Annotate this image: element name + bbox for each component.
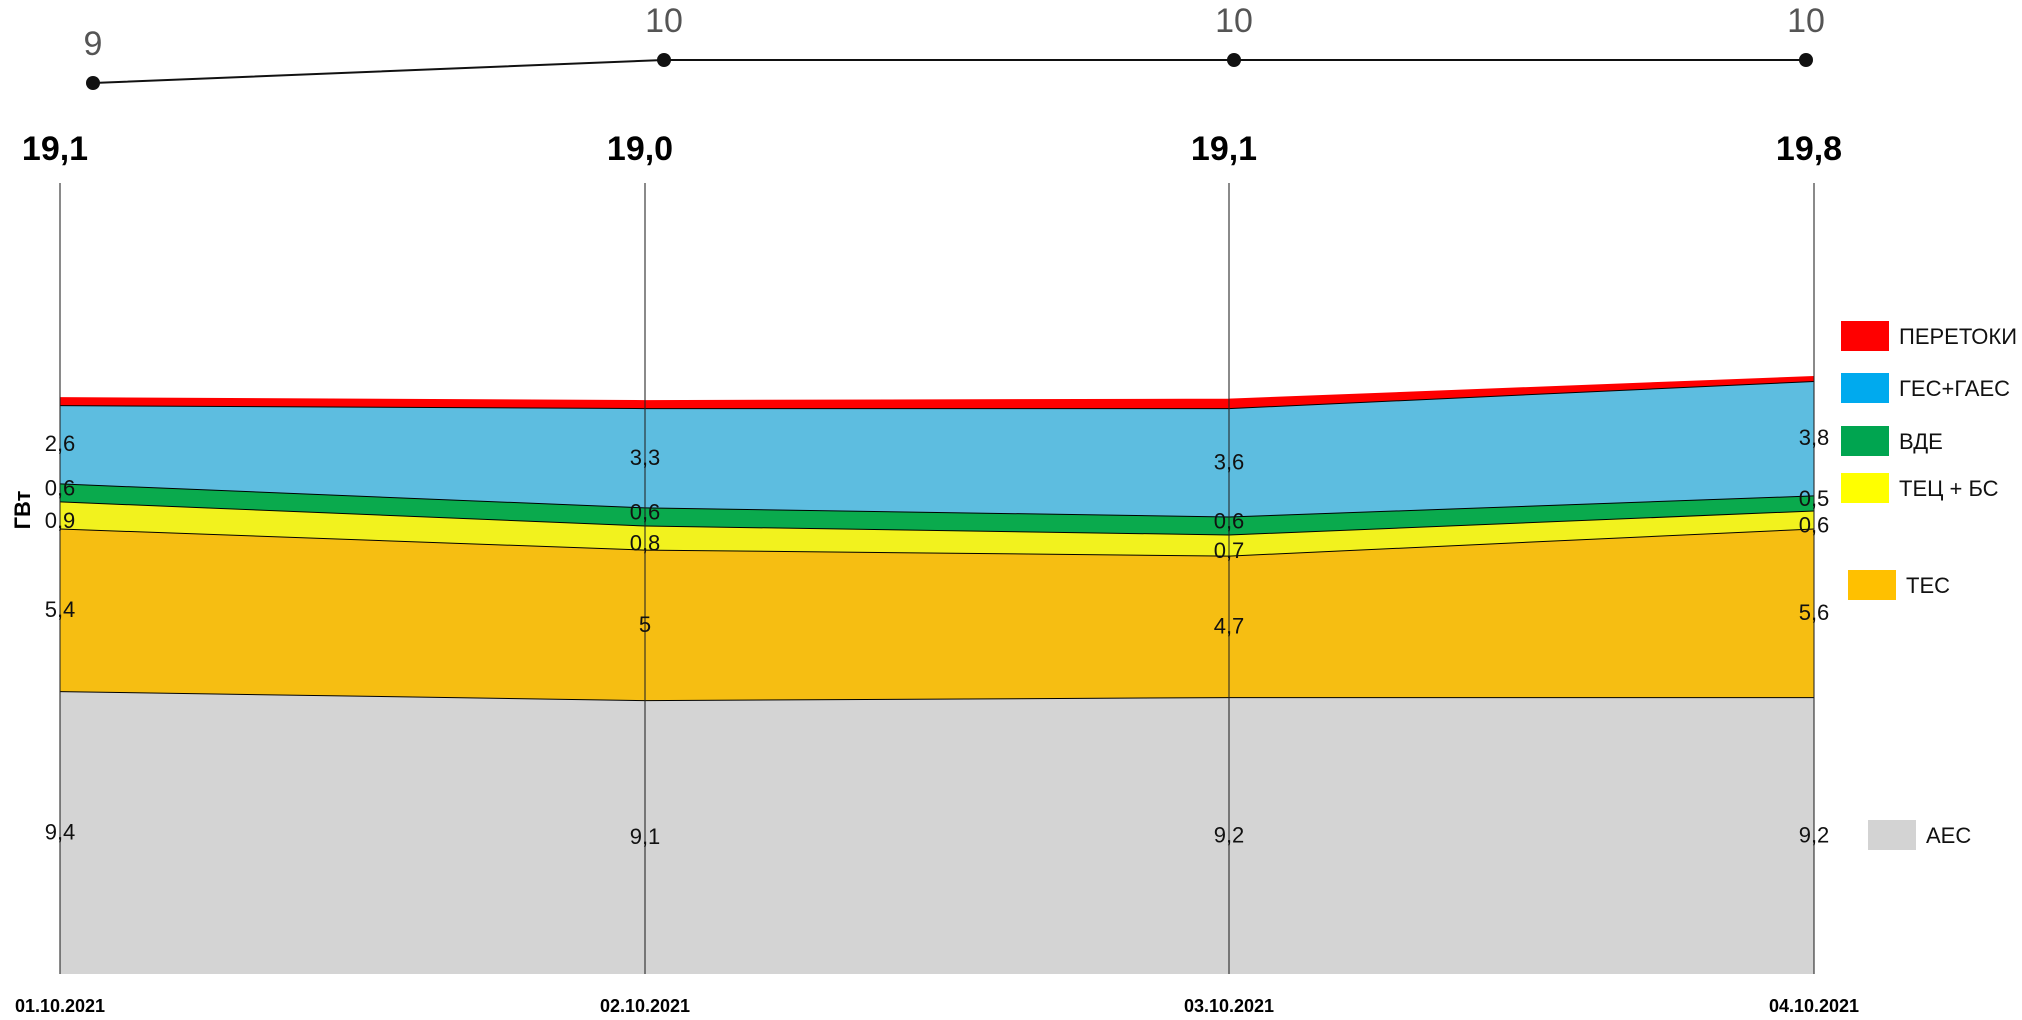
legend-label: АЕС <box>1926 823 1971 848</box>
legend-swatch <box>1841 373 1889 403</box>
top-line-label: 10 <box>1787 2 1825 40</box>
category-gridlines <box>59 183 1815 974</box>
top-line-point <box>1227 53 1241 67</box>
value-label: 0,8 <box>630 531 661 556</box>
top-line-point <box>86 76 100 90</box>
area-5 <box>60 378 1814 409</box>
area-3 <box>60 483 1814 535</box>
value-label: 0,7 <box>1214 538 1245 563</box>
area-2 <box>60 501 1814 556</box>
legend-swatch <box>1848 570 1896 600</box>
top-line-point <box>1799 53 1813 67</box>
legend-swatch <box>1841 321 1889 351</box>
value-label: 9,1 <box>630 824 661 849</box>
top-line-point <box>657 53 671 67</box>
legend-swatch <box>1868 820 1916 850</box>
value-label: 0,6 <box>1799 512 1830 537</box>
area-1 <box>60 528 1814 701</box>
legend-label: ТЕС <box>1906 573 1950 598</box>
value-label: 0,6 <box>630 499 661 524</box>
x-tick-label: 03.10.2021 <box>1184 996 1274 1016</box>
area-4 <box>60 381 1814 517</box>
value-label: 5,4 <box>45 597 76 622</box>
legend-label: ГЕС+ГАЕС <box>1899 376 2010 401</box>
legend-label: ПЕРЕТОКИ <box>1899 324 2017 349</box>
legend-label: ВДЕ <box>1899 429 1943 454</box>
total-label: 19,1 <box>22 130 88 168</box>
value-label: 9,4 <box>45 820 76 845</box>
legend-swatch <box>1841 426 1889 456</box>
value-label: 5,6 <box>1799 600 1830 625</box>
value-label: 2,6 <box>45 431 76 456</box>
x-tick-label: 02.10.2021 <box>600 996 690 1016</box>
value-label: 9,2 <box>1214 823 1245 848</box>
top-line-series: 9 10 10 10 <box>84 2 1825 90</box>
top-line-label: 10 <box>1215 2 1253 40</box>
value-labels: 9,4 9,1 9,2 9,2 5,4 5 4,7 5,6 0,9 0,8 0,7 0,6 0,6 0,6… <box>45 425 1830 849</box>
value-label: 3,8 <box>1799 425 1830 450</box>
total-label: 19,1 <box>1191 130 1257 168</box>
y-axis-label: ГВт <box>10 490 35 529</box>
stacked-areas <box>59 376 1815 974</box>
total-label: 19,8 <box>1776 130 1842 168</box>
total-labels: 19,1 19,0 19,1 19,8 <box>22 130 1842 168</box>
value-label: 5 <box>639 612 651 637</box>
value-label: 0,5 <box>1799 486 1830 511</box>
legend-swatch <box>1841 473 1889 503</box>
top-line-label: 10 <box>645 2 683 40</box>
legend-label: ТЕЦ + БС <box>1899 476 1999 501</box>
x-tick-label: 01.10.2021 <box>15 996 105 1016</box>
value-label: 3,3 <box>630 445 661 470</box>
value-label: 0,6 <box>1214 509 1245 534</box>
top-line <box>92 59 1806 84</box>
value-label: 0,6 <box>45 475 76 500</box>
top-line-label: 9 <box>84 25 103 63</box>
area-0 <box>60 691 1814 974</box>
x-tick-label: 04.10.2021 <box>1769 996 1859 1016</box>
value-label: 3,6 <box>1214 449 1245 474</box>
value-label: 4,7 <box>1214 613 1245 638</box>
value-label: 0,9 <box>45 508 76 533</box>
x-axis-tick-labels: 01.10.2021 02.10.2021 03.10.2021 04.10.2021 <box>15 996 1859 1016</box>
legend: ПЕРЕТОКИ ГЕС+ГАЕС ВДЕ ТЕЦ + БС ТЕС АЕС <box>1841 321 2017 850</box>
area-boundary-5 <box>59 376 1815 405</box>
total-label: 19,0 <box>607 130 673 168</box>
value-label: 9,2 <box>1799 823 1830 848</box>
